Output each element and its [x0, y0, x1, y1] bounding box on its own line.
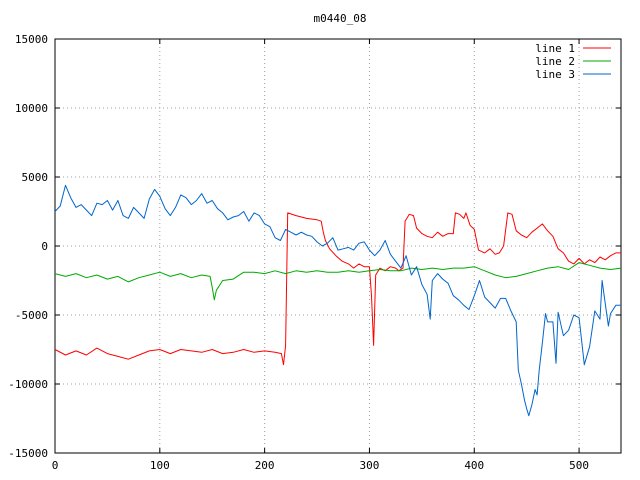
series-line-3 — [54, 184, 621, 417]
y-tick-label: -5000 — [15, 309, 48, 322]
chart-title: m0440_08 — [314, 12, 367, 25]
y-tick-label: 0 — [41, 240, 48, 253]
y-tick-label: 15000 — [15, 33, 48, 46]
y-tick-label: 10000 — [15, 102, 48, 115]
grid — [55, 39, 621, 453]
x-tick-label: 200 — [255, 459, 275, 472]
y-tick-label: -15000 — [8, 447, 48, 460]
series-lines — [54, 184, 622, 417]
legend-label-3: line 3 — [535, 68, 575, 81]
series-line-2 — [54, 262, 622, 301]
series-line-1 — [54, 212, 621, 366]
x-tick-label: 400 — [464, 459, 484, 472]
x-tick-label: 0 — [52, 459, 59, 472]
legend-label-1: line 1 — [535, 42, 575, 55]
x-tick-label: 100 — [150, 459, 170, 472]
ticks: 0 100 200 300 400 500 -15000 -10000 -5000 0 5000 10… — [8, 33, 621, 472]
y-tick-label: -10000 — [8, 378, 48, 391]
y-tick-label: 5000 — [22, 171, 49, 184]
legend-label-2: line 2 — [535, 55, 575, 68]
x-tick-label: 300 — [360, 459, 380, 472]
x-tick-label: 500 — [569, 459, 589, 472]
